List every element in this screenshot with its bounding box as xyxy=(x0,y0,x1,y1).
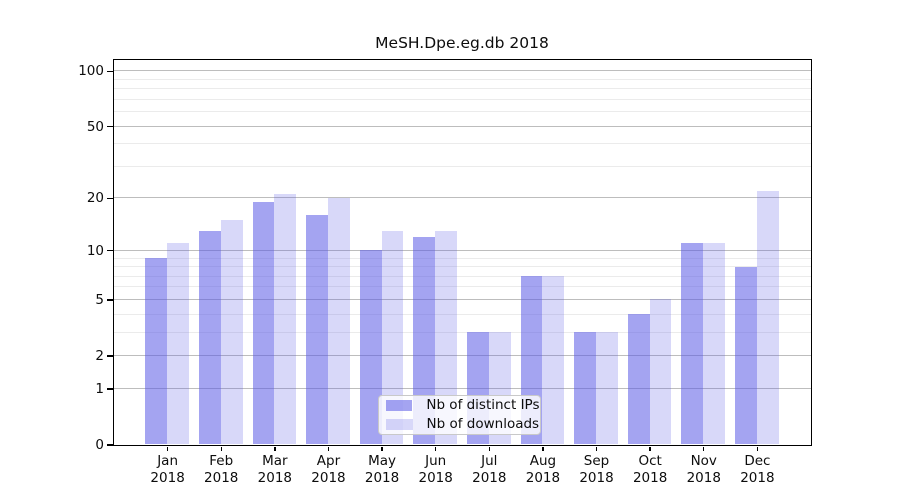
bar-nb-of-distinct-ips-mar-2018 xyxy=(252,201,275,445)
x-tick-aug-2018 xyxy=(542,446,544,451)
gridline-minor-8 xyxy=(113,266,811,268)
x-tick-label-dec-2018: Dec 2018 xyxy=(740,453,775,486)
x-tick-label-jan-2018: Jan 2018 xyxy=(150,453,185,486)
bar-nb-of-distinct-ips-may-2018 xyxy=(359,250,382,445)
y-tick-2 xyxy=(106,355,113,357)
x-tick-label-feb-2018: Feb 2018 xyxy=(204,453,239,486)
bar-nb-of-distinct-ips-dec-2018 xyxy=(735,266,757,445)
bar-nb-of-downloads-dec-2018 xyxy=(756,190,779,445)
x-tick-label-sep-2018: Sep 2018 xyxy=(579,453,614,486)
gridline-major-50 xyxy=(113,125,811,127)
gridline-minor-90 xyxy=(113,78,811,80)
y-tick-50 xyxy=(106,125,113,128)
y-tick-1 xyxy=(106,388,113,390)
x-tick-jul-2018 xyxy=(488,446,490,451)
x-tick-label-apr-2018: Apr 2018 xyxy=(311,453,346,486)
gridline-minor-6 xyxy=(113,286,811,288)
x-tick-feb-2018 xyxy=(220,446,222,451)
bar-nb-of-downloads-feb-2018 xyxy=(220,219,243,445)
y-tick-label-0: 0 xyxy=(95,437,104,453)
bar-nb-of-downloads-jan-2018 xyxy=(167,243,189,445)
y-tick-0 xyxy=(106,444,113,446)
x-tick-jan-2018 xyxy=(166,446,169,451)
gridline-major-5 xyxy=(113,298,811,300)
x-tick-label-aug-2018: Aug 2018 xyxy=(525,453,561,486)
bar-nb-of-downloads-apr-2018 xyxy=(327,197,350,445)
y-tick-label-10: 10 xyxy=(86,242,104,259)
bar-nb-of-distinct-ips-nov-2018 xyxy=(681,243,704,445)
x-tick-sep-2018 xyxy=(595,446,598,451)
gridline-minor-80 xyxy=(113,88,811,90)
bar-nb-of-downloads-aug-2018 xyxy=(542,276,565,445)
bar-nb-of-distinct-ips-jan-2018 xyxy=(145,258,168,445)
y-tick-label-100: 100 xyxy=(78,63,104,80)
gridline-minor-7 xyxy=(113,275,811,277)
gridline-minor-70 xyxy=(113,98,811,100)
bar-nb-of-distinct-ips-feb-2018 xyxy=(198,230,221,445)
y-tick-label-20: 20 xyxy=(86,190,104,207)
x-tick-nov-2018 xyxy=(703,446,705,451)
gridline-minor-3 xyxy=(113,331,811,333)
gridline-major-1 xyxy=(113,387,811,389)
bar-nb-of-downloads-mar-2018 xyxy=(274,194,297,445)
y-tick-label-5: 5 xyxy=(95,291,104,308)
gridline-minor-40 xyxy=(113,143,811,145)
legend: Nb of distinct IPs Nb of downloads xyxy=(377,394,541,435)
legend-swatch-downloads xyxy=(385,418,413,430)
x-tick-label-mar-2018: Mar 2018 xyxy=(257,453,293,486)
x-tick-label-may-2018: May 2018 xyxy=(364,453,400,486)
chart-title: MeSH.Dpe.eg.db 2018 xyxy=(375,34,549,52)
x-tick-label-oct-2018: Oct 2018 xyxy=(632,453,668,486)
legend-label-distinct-ips: Nb of distinct IPs xyxy=(426,397,540,413)
x-tick-apr-2018 xyxy=(327,446,330,451)
y-tick-10 xyxy=(106,250,113,252)
gridline-major-10 xyxy=(113,249,811,251)
y-tick-100 xyxy=(106,70,113,72)
gridline-major-100 xyxy=(113,70,811,72)
y-tick-20 xyxy=(106,197,113,200)
bar-nb-of-distinct-ips-jun-2018 xyxy=(413,236,436,445)
gridline-minor-9 xyxy=(113,257,811,259)
legend-item-distinct-ips: Nb of distinct IPs xyxy=(385,396,540,415)
gridline-minor-60 xyxy=(113,111,811,113)
x-tick-oct-2018 xyxy=(649,446,651,451)
gridline-minor-30 xyxy=(113,165,811,167)
y-tick-label-2: 2 xyxy=(95,348,104,365)
bar-nb-of-downloads-jun-2018 xyxy=(435,230,457,445)
bar-nb-of-downloads-sep-2018 xyxy=(596,332,618,445)
bar-nb-of-downloads-nov-2018 xyxy=(703,243,726,445)
legend-swatch-distinct-ips xyxy=(385,399,413,411)
bar-nb-of-downloads-may-2018 xyxy=(381,230,404,445)
y-tick-label-50: 50 xyxy=(86,118,104,135)
x-tick-dec-2018 xyxy=(756,446,759,451)
x-tick-mar-2018 xyxy=(274,446,276,451)
gridline-major-20 xyxy=(113,197,811,199)
bar-nb-of-distinct-ips-sep-2018 xyxy=(574,332,597,445)
x-tick-label-jul-2018: Jul 2018 xyxy=(472,453,507,486)
legend-label-downloads: Nb of downloads xyxy=(426,416,540,432)
y-tick-5 xyxy=(106,299,113,301)
bar-nb-of-distinct-ips-apr-2018 xyxy=(306,215,328,445)
legend-item-downloads: Nb of downloads xyxy=(385,415,540,434)
bar-nb-of-distinct-ips-oct-2018 xyxy=(627,314,650,445)
y-tick-label-1: 1 xyxy=(95,380,104,397)
bar-nb-of-downloads-oct-2018 xyxy=(649,299,672,445)
x-tick-jun-2018 xyxy=(434,446,437,451)
gridline-major-2 xyxy=(113,355,811,357)
x-tick-label-jun-2018: Jun 2018 xyxy=(418,453,453,486)
x-tick-may-2018 xyxy=(381,446,383,451)
gridline-minor-4 xyxy=(113,313,811,315)
x-tick-label-nov-2018: Nov 2018 xyxy=(686,453,721,486)
plot-area: Nb of distinct IPs Nb of downloads xyxy=(112,58,812,446)
